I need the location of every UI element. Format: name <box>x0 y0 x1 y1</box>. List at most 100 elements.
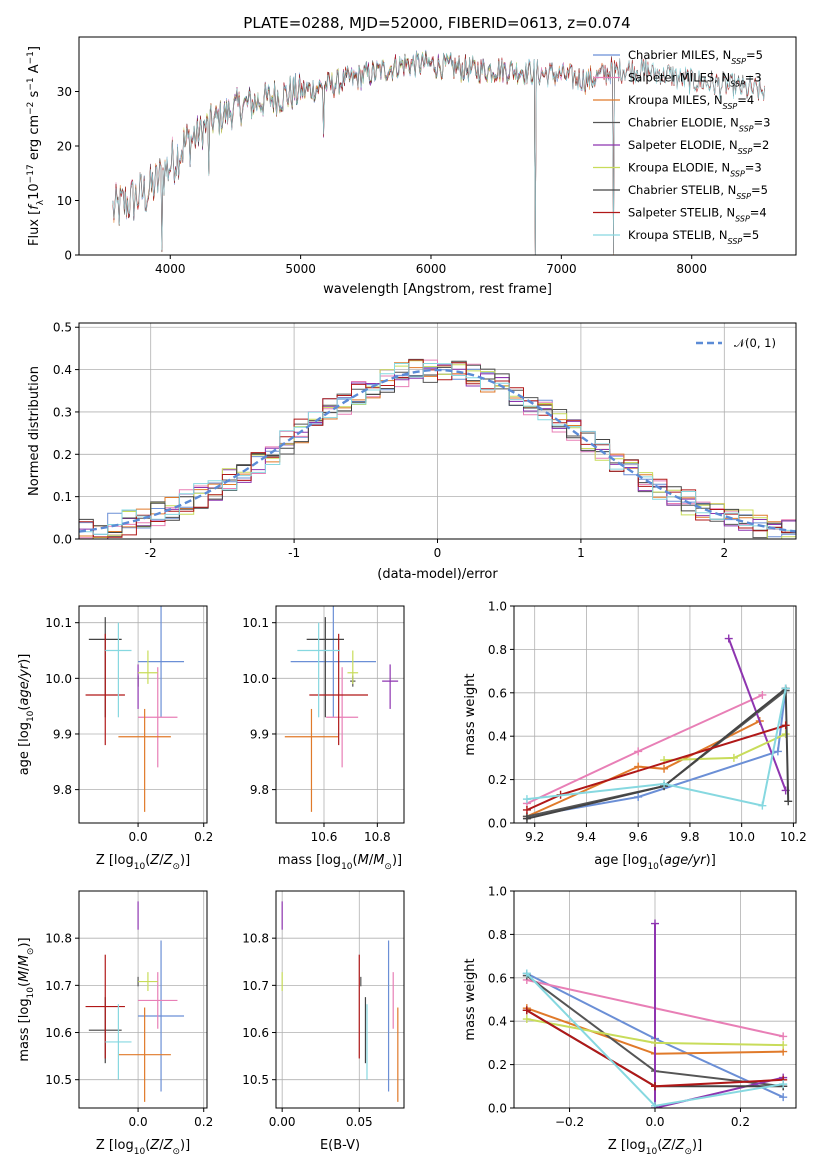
y-tick-label: 0.2 <box>488 773 507 787</box>
weight-marker <box>522 969 531 978</box>
legend-entry: Kroupa ELODIE, NSSP=3 <box>628 161 762 179</box>
x-axis-label: wavelength [Angstrom, rest frame] <box>323 282 552 297</box>
x-tick-label: 8000 <box>676 262 707 276</box>
y-tick-label: 1.0 <box>488 600 507 614</box>
y-tick-label: 10.0 <box>45 672 72 686</box>
panel-spectrum: 4000 5000 6000 7000 8000 0 10 20 30 wavelength [A… <box>26 36 797 297</box>
axes-frame <box>78 890 208 1109</box>
spectrum-line <box>112 52 616 255</box>
weight-marker <box>758 690 767 699</box>
y-tick-label: 0.6 <box>488 686 507 700</box>
y-tick-label: 0.8 <box>488 928 507 942</box>
x-axis-label: Z [log10(Z/Z⊙)] <box>608 1138 702 1157</box>
y-tick-label: 9.8 <box>250 783 269 797</box>
x-tick-label: 10.2 <box>780 830 807 844</box>
x-tick-label: 0.2 <box>194 1115 213 1129</box>
gridlines <box>276 891 404 1108</box>
weight-marker <box>634 792 643 801</box>
weight-line <box>526 688 787 807</box>
weight-marker <box>724 634 733 643</box>
weight-marker <box>522 805 531 814</box>
panel-mass-vs-Z: 0.0 0.2 10.5 10.6 10.7 10.8 Z [log10(Z/Z⊙)] mas… <box>17 890 213 1157</box>
y-tick-label: 10 <box>57 194 72 208</box>
plot-area <box>85 606 185 812</box>
weight-marker <box>522 795 531 804</box>
x-tick-label: 10.8 <box>364 830 391 844</box>
gridlines <box>79 323 796 540</box>
axes-frame <box>275 890 405 1109</box>
figure-title: PLATE=0288, MJD=52000, FIBERID=0613, z=0… <box>243 14 630 32</box>
y-tick-label: 0 <box>64 249 72 263</box>
weight-marker <box>779 1041 788 1050</box>
x-tick-label: 0.0 <box>645 1115 664 1129</box>
x-tick-label: 1 <box>577 546 585 560</box>
x-axis-label: age [log10(age/yr)] <box>594 853 716 872</box>
weight-marker <box>660 764 669 773</box>
x-tick-label: 0.0 <box>129 830 148 844</box>
weight-marker <box>773 747 782 756</box>
x-tick-label: 0.00 <box>269 1115 296 1129</box>
y-tick-label: 0.4 <box>488 1015 507 1029</box>
weight-marker <box>758 801 767 810</box>
y-tick-label: 10.0 <box>242 672 269 686</box>
x-tick-label: 5000 <box>285 262 316 276</box>
y-tick-label: 0.3 <box>53 405 72 419</box>
y-tick-label: 0.4 <box>488 730 507 744</box>
y-tick-label: 10.8 <box>45 932 72 946</box>
y-tick-label: 10.5 <box>242 1073 269 1087</box>
weight-line <box>526 688 787 818</box>
x-tick-label: 9.6 <box>629 830 648 844</box>
y-tick-label: 0.0 <box>488 1102 507 1116</box>
legend-entry: Chabrier MILES, NSSP=5 <box>628 48 763 66</box>
panel-mass-vs-EBV: 0.00 0.05 10.5 10.6 10.7 10.8 E(B-V) <box>242 890 405 1153</box>
x-tick-label: 10.0 <box>728 830 755 844</box>
x-tick-label: 6000 <box>416 262 447 276</box>
y-tick-label: 0.6 <box>488 971 507 985</box>
y-tick-label: 10.6 <box>242 1026 269 1040</box>
panel-age-vs-mass: 10.6 10.8 9.8 9.9 10.0 10.1 mass [log10(M/M⊙)] <box>242 605 405 872</box>
weight-marker <box>651 1082 659 1091</box>
panel-weight-vs-Z: −0.2 0.0 0.2 0.0 0.2 0.4 0.6 0.8 1.0 Z [log10(Z/Z… <box>463 885 797 1157</box>
x-tick-label: 7000 <box>546 262 577 276</box>
y-tick-label: 10.5 <box>45 1073 72 1087</box>
y-axis-label: Flux [fλ10−17 erg cm−2 s−1 A−1] <box>26 46 46 246</box>
y-axis-label: Normed distribution <box>27 366 42 496</box>
normal-curve <box>79 368 796 533</box>
spectrum-line <box>183 51 536 255</box>
plot-area <box>85 901 185 1102</box>
x-tick-label: -1 <box>288 546 300 560</box>
y-tick-label: 0.0 <box>53 533 72 547</box>
axes-frame <box>275 605 405 824</box>
x-tick-label: 0.05 <box>346 1115 373 1129</box>
x-axis-label: E(B-V) <box>320 1138 360 1153</box>
axes-frame <box>513 605 797 824</box>
y-tick-label: 0.5 <box>53 321 72 335</box>
y-tick-label: 10.8 <box>242 932 269 946</box>
y-tick-label: 0.8 <box>488 643 507 657</box>
axes-frame <box>78 322 797 540</box>
weight-marker <box>784 797 793 806</box>
y-axis-label: mass weight <box>463 958 478 1040</box>
y-tick-label: 10.1 <box>45 616 72 630</box>
weight-marker <box>634 747 643 756</box>
y-axis-label: age [log10(age/yr)] <box>17 654 36 776</box>
weight-marker <box>729 753 738 762</box>
y-tick-label: 10.7 <box>45 979 72 993</box>
weight-line <box>727 638 787 791</box>
x-tick-label: 0 <box>434 546 442 560</box>
y-tick-label: 0.2 <box>53 448 72 462</box>
x-tick-label: 4000 <box>155 262 186 276</box>
plot-area <box>522 634 793 823</box>
y-tick-label: 1.0 <box>488 885 507 899</box>
weight-marker <box>779 1032 788 1041</box>
y-tick-label: 0.4 <box>53 363 72 377</box>
weight-marker <box>651 1038 659 1047</box>
weight-marker <box>634 762 643 771</box>
y-tick-label: 30 <box>57 85 72 99</box>
weight-marker <box>522 1015 531 1024</box>
legend-entry: Chabrier STELIB, NSSP=5 <box>628 183 768 201</box>
legend-entry: Salpeter MILES, NSSP=3 <box>628 71 762 89</box>
weight-line <box>526 689 787 818</box>
weight-marker <box>522 814 531 823</box>
